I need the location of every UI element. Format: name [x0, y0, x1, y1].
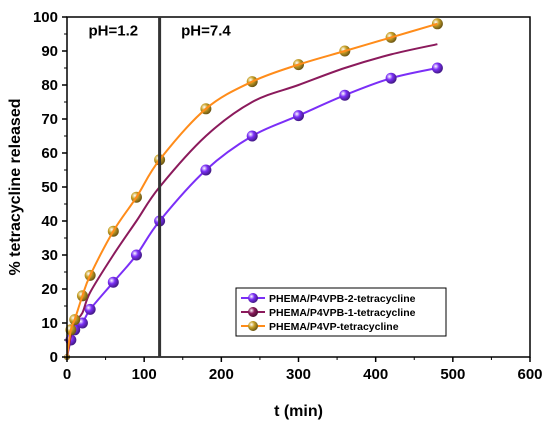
legend-entry: PHEMA/P4VPB-2-tetracycline — [269, 293, 416, 305]
legend-entry: PHEMA/P4VP-tetracycline — [269, 321, 399, 333]
series-layer — [64, 18, 443, 360]
data-point — [107, 276, 119, 288]
y-tick-label: 80 — [41, 77, 58, 94]
y-tick-label: 60 — [41, 145, 58, 162]
y-tick-label: 90 — [41, 43, 58, 60]
y-tick-label: 70 — [41, 111, 58, 128]
data-point — [246, 130, 258, 142]
legend: PHEMA/P4VPB-2-tetracycline PHEMA/P4VPB-1-… — [235, 287, 447, 337]
x-tick-label: 200 — [209, 366, 234, 383]
legend-swatch-marker — [248, 307, 258, 317]
series-1 — [64, 62, 443, 360]
x-tick-label: 500 — [440, 366, 465, 383]
x-tick-label: 100 — [132, 366, 157, 383]
x-tick-label: 0 — [63, 366, 71, 383]
data-point — [84, 303, 96, 315]
y-tick-label: 30 — [41, 247, 58, 264]
x-axis-label: t (min) — [274, 403, 323, 420]
data-point — [385, 72, 397, 84]
ph-annotation: pH=7.4 — [181, 23, 231, 40]
y-tick-label: 100 — [33, 9, 58, 26]
y-tick-label: 40 — [41, 213, 58, 230]
ph-annotation: pH=1.2 — [88, 23, 138, 40]
x-tick-label: 400 — [363, 366, 388, 383]
data-point — [130, 249, 142, 261]
axes-layer: 0 100 200 300 400 500 600 0 10 20 30 40 50 60 70 80 90 10… — [33, 9, 543, 383]
data-point — [293, 110, 304, 122]
data-point — [339, 89, 351, 101]
legend-entry: PHEMA/P4VPB-1-tetracycline — [269, 307, 416, 319]
y-axis-label: % tetracycline released — [7, 99, 24, 276]
y-tick-label: 0 — [50, 349, 58, 366]
legend-box — [235, 287, 447, 337]
x-tick-label: 600 — [517, 366, 542, 383]
y-tick-label: 20 — [41, 281, 58, 298]
y-tick-label: 10 — [41, 315, 58, 332]
legend-swatch-marker — [248, 293, 258, 303]
y-tick-label: 50 — [41, 179, 58, 196]
x-tick-label: 300 — [286, 366, 311, 383]
series-3 — [66, 22, 438, 358]
legend-swatch-marker — [248, 321, 258, 331]
data-point — [431, 62, 443, 74]
series-line — [66, 22, 438, 358]
data-point — [200, 164, 212, 176]
